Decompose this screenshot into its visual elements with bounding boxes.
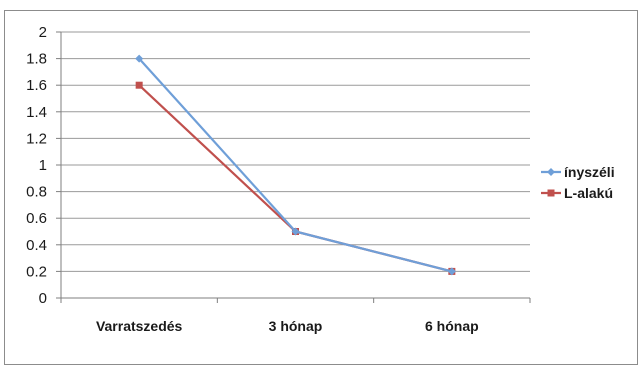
y-tick-labels: 0 0.2 0.4 0.6 0.8 1 1.2 1.4 1.6 1.8 2 <box>26 24 47 307</box>
x-tick-label: 6 hónap <box>425 318 479 334</box>
x-tick-label: Varratszedés <box>96 318 183 334</box>
data-point-marker <box>135 54 144 63</box>
y-tick-label: 1.8 <box>26 51 47 68</box>
legend: ínyszéli L-alakú <box>541 164 615 201</box>
y-tick-label: 0.8 <box>26 184 47 201</box>
data-point-marker <box>291 227 300 236</box>
y-tick-label: 1 <box>39 157 47 174</box>
y-tick-label: 2 <box>39 24 47 41</box>
legend-label: L-alakú <box>564 185 613 201</box>
x-tick-label: 3 hónap <box>269 318 323 334</box>
y-tick-label: 1.4 <box>26 104 47 121</box>
legend-marker <box>547 189 555 197</box>
series-lines <box>135 54 456 276</box>
data-point-marker <box>447 267 456 276</box>
y-tick-label: 0.6 <box>26 210 47 227</box>
legend-label: ínyszéli <box>564 164 615 180</box>
axes <box>56 31 531 303</box>
x-tick-labels: Varratszedés 3 hónap 6 hónap <box>96 318 479 334</box>
legend-marker <box>547 168 555 176</box>
chart-frame <box>4 10 638 365</box>
y-tick-label: 0.2 <box>26 263 47 280</box>
y-tick-label: 1.2 <box>26 130 47 147</box>
y-tick-label: 0.4 <box>26 237 47 254</box>
y-tick-label: 0 <box>39 290 47 307</box>
series-line-1 <box>138 84 453 273</box>
y-tick-label: 1.6 <box>26 77 47 94</box>
data-point-marker <box>135 81 143 89</box>
